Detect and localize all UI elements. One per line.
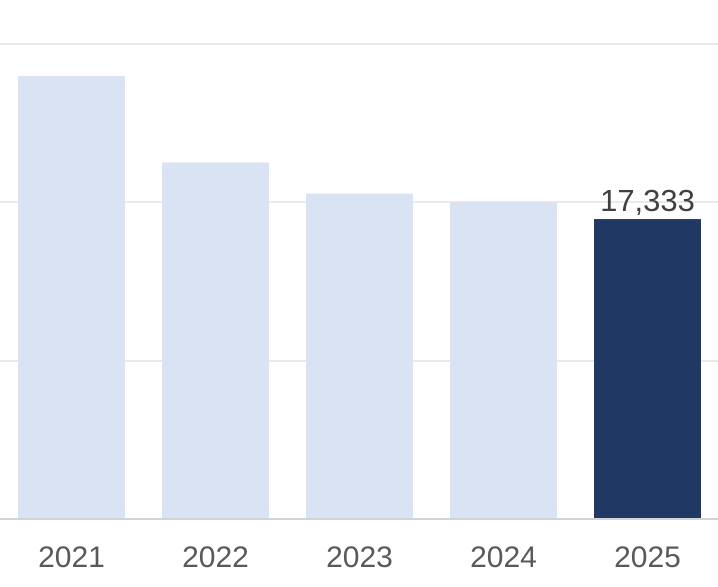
data-label-2025: 17,333	[600, 183, 695, 218]
x-tick-label-2025: 2025	[614, 541, 681, 574]
x-tick-label-2024: 2024	[470, 541, 537, 574]
x-tick-label-2022: 2022	[182, 541, 249, 574]
x-axis-tick-labels: 2021 2022 2023 2024 2025	[38, 541, 681, 574]
x-tick-label-2021: 2021	[38, 541, 105, 574]
bar-2022	[162, 162, 269, 519]
bars	[18, 76, 701, 519]
bar-2023	[306, 193, 413, 519]
bar-2021	[18, 76, 125, 519]
bar-2024	[450, 202, 557, 519]
bar-2025	[594, 219, 701, 519]
data-labels: 17,333	[600, 183, 695, 218]
x-tick-label-2023: 2023	[326, 541, 393, 574]
